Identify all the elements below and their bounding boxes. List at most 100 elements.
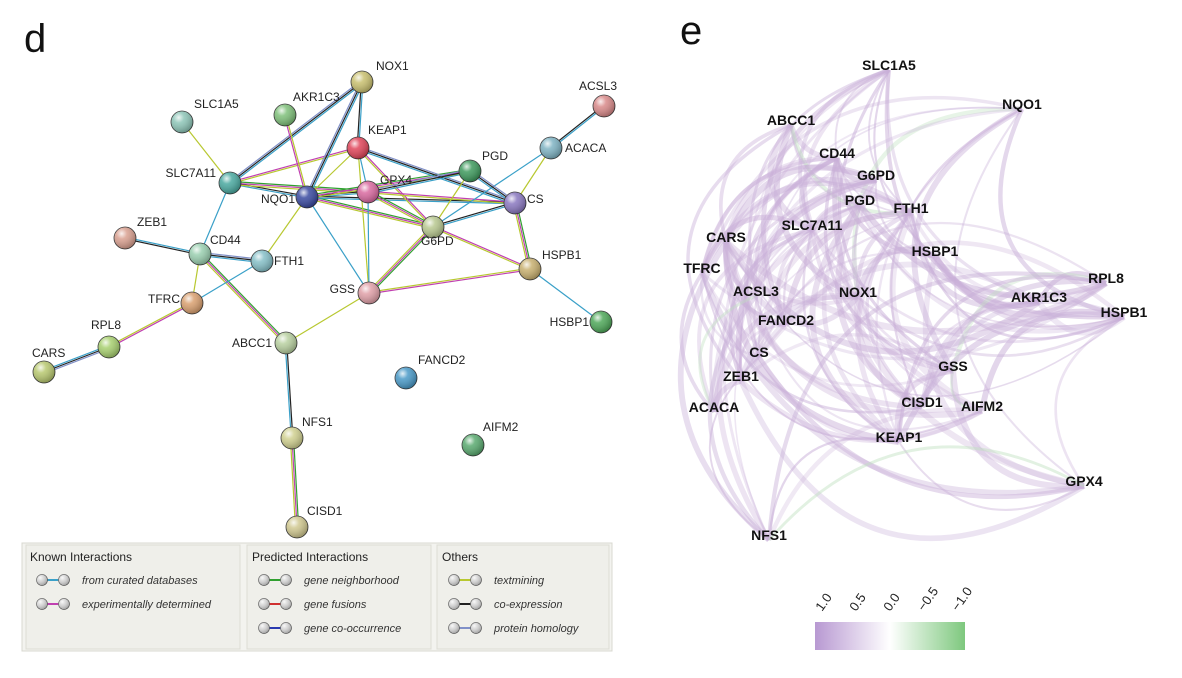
node-pgd[interactable]: PGD <box>458 149 508 183</box>
correlation-arc <box>855 211 913 444</box>
edge-strand <box>306 147 359 198</box>
edge-NQO1-G6PD <box>306 194 434 230</box>
correlation-arc <box>711 378 742 413</box>
node-cars[interactable]: CARS <box>32 346 65 384</box>
node-fth1[interactable]: FTH1 <box>250 249 304 273</box>
legend-item: experimentally determined <box>36 598 212 611</box>
node-cs[interactable]: CS <box>503 191 544 215</box>
node-zeb1[interactable]: ZEB1 <box>113 215 167 250</box>
node-gloss <box>189 243 211 265</box>
node-hsbp1[interactable]: HSBP1 <box>550 310 613 334</box>
edge-HSPB1-HSBP1 <box>529 268 602 323</box>
edge-strand <box>199 182 231 255</box>
edge-SLC7A11-CD44 <box>199 182 231 255</box>
node-gloss <box>504 192 526 214</box>
correlation-arc <box>738 323 787 382</box>
correlation-arc <box>743 156 838 358</box>
node-acsl3[interactable]: ACSL3 <box>579 79 617 118</box>
correlation-arc <box>807 229 859 299</box>
correlation-arc <box>865 211 924 409</box>
colorbar-gradient <box>815 622 965 650</box>
correlation-arc <box>757 355 983 443</box>
node-akr1c3[interactable]: AKR1C3 <box>273 90 340 127</box>
node-cd44[interactable]: CD44 <box>188 233 241 266</box>
node-acaca[interactable]: ACACA <box>539 136 606 160</box>
panel-d-letter: d <box>24 17 46 61</box>
correlation-arc <box>875 107 1023 443</box>
gene-label-acaca: ACACA <box>689 399 740 415</box>
legend-item: textmining <box>448 574 545 587</box>
correlation-arc <box>722 68 890 541</box>
node-slc1a5[interactable]: SLC1A5 <box>170 97 239 134</box>
gene-label-hspb1: HSPB1 <box>1101 304 1148 320</box>
edge-strand <box>367 192 515 205</box>
correlation-arc <box>735 177 877 382</box>
legend-swatch-gloss <box>36 574 48 586</box>
correlation-arc <box>760 67 890 326</box>
node-gss[interactable]: GSS <box>330 281 381 305</box>
correlation-arc <box>835 203 924 410</box>
correlation-arc <box>809 194 913 232</box>
node-slc7a11[interactable]: SLC7A11 <box>166 166 242 195</box>
colorbar-tick-label: −1.0 <box>948 584 975 614</box>
correlation-arc <box>911 106 1024 373</box>
node-label: SLC7A11 <box>166 166 217 180</box>
node-gloss <box>219 172 241 194</box>
correlation-arc <box>950 370 983 413</box>
correlation-arc <box>707 294 771 542</box>
node-tfrc[interactable]: TFRC <box>148 291 204 315</box>
node-hspb1[interactable]: HSPB1 <box>518 248 582 281</box>
edge-strand <box>43 346 110 373</box>
correlation-arc <box>758 106 1023 358</box>
node-cisd1[interactable]: CISD1 <box>285 504 343 539</box>
correlation-arc <box>867 69 912 214</box>
legend-item-label: protein homology <box>493 623 580 635</box>
legend-swatch-gloss <box>258 574 270 586</box>
correlation-arc <box>979 308 1125 412</box>
legend-item-label: textmining <box>494 575 545 587</box>
correlation-arc <box>932 254 1040 309</box>
node-label: PGD <box>482 149 508 163</box>
node-nox1[interactable]: NOX1 <box>350 59 409 94</box>
node-label: GPX4 <box>380 173 412 187</box>
legend-item: co-expression <box>448 598 562 611</box>
edge-strand <box>291 437 298 528</box>
edge-CD44-ABCC1 <box>198 252 288 345</box>
correlation-arc <box>746 69 890 358</box>
node-g6pd[interactable]: G6PD <box>421 215 454 248</box>
edge-strand <box>357 148 515 206</box>
correlation-arc <box>782 203 861 326</box>
node-gloss <box>357 181 379 203</box>
legend-item-label: co-expression <box>494 599 562 611</box>
edge-strand <box>368 190 435 227</box>
correlation-arc <box>909 212 1125 340</box>
node-rpl8[interactable]: RPL8 <box>91 318 121 359</box>
edge-strand <box>367 168 470 192</box>
node-gloss <box>251 250 273 272</box>
edge-strand <box>230 181 308 197</box>
colorbar-ticks: 1.0 0.5 0.0 −0.5 −1.0 <box>812 584 975 614</box>
legend-swatch-gloss <box>36 598 48 610</box>
legend-item-label: gene fusions <box>304 599 367 611</box>
node-nfs1[interactable]: NFS1 <box>280 415 333 450</box>
node-fancd2[interactable]: FANCD2 <box>394 353 466 390</box>
edge-HSPB1-GSS <box>368 267 531 295</box>
node-label: ABCC1 <box>232 336 272 350</box>
correlation-arc <box>802 68 891 299</box>
edge-strand <box>228 80 362 183</box>
edge-strand <box>433 225 531 269</box>
edge-KEAP1-CS <box>357 145 516 206</box>
edge-strand <box>283 115 307 198</box>
gene-label-nfs1: NFS1 <box>751 527 787 543</box>
correlation-arc <box>686 123 792 383</box>
node-abcc1[interactable]: ABCC1 <box>232 331 298 355</box>
node-gloss <box>98 336 120 358</box>
legend-item: gene fusions <box>258 598 367 611</box>
node-gpx4[interactable]: GPX4 <box>356 173 412 204</box>
edge-strand <box>368 267 530 293</box>
node-nqo1[interactable]: NQO1 <box>261 185 319 209</box>
edge-NFS1-CISD1 <box>289 437 300 528</box>
node-keap1[interactable]: KEAP1 <box>346 123 407 160</box>
node-aifm2[interactable]: AIFM2 <box>461 420 519 457</box>
